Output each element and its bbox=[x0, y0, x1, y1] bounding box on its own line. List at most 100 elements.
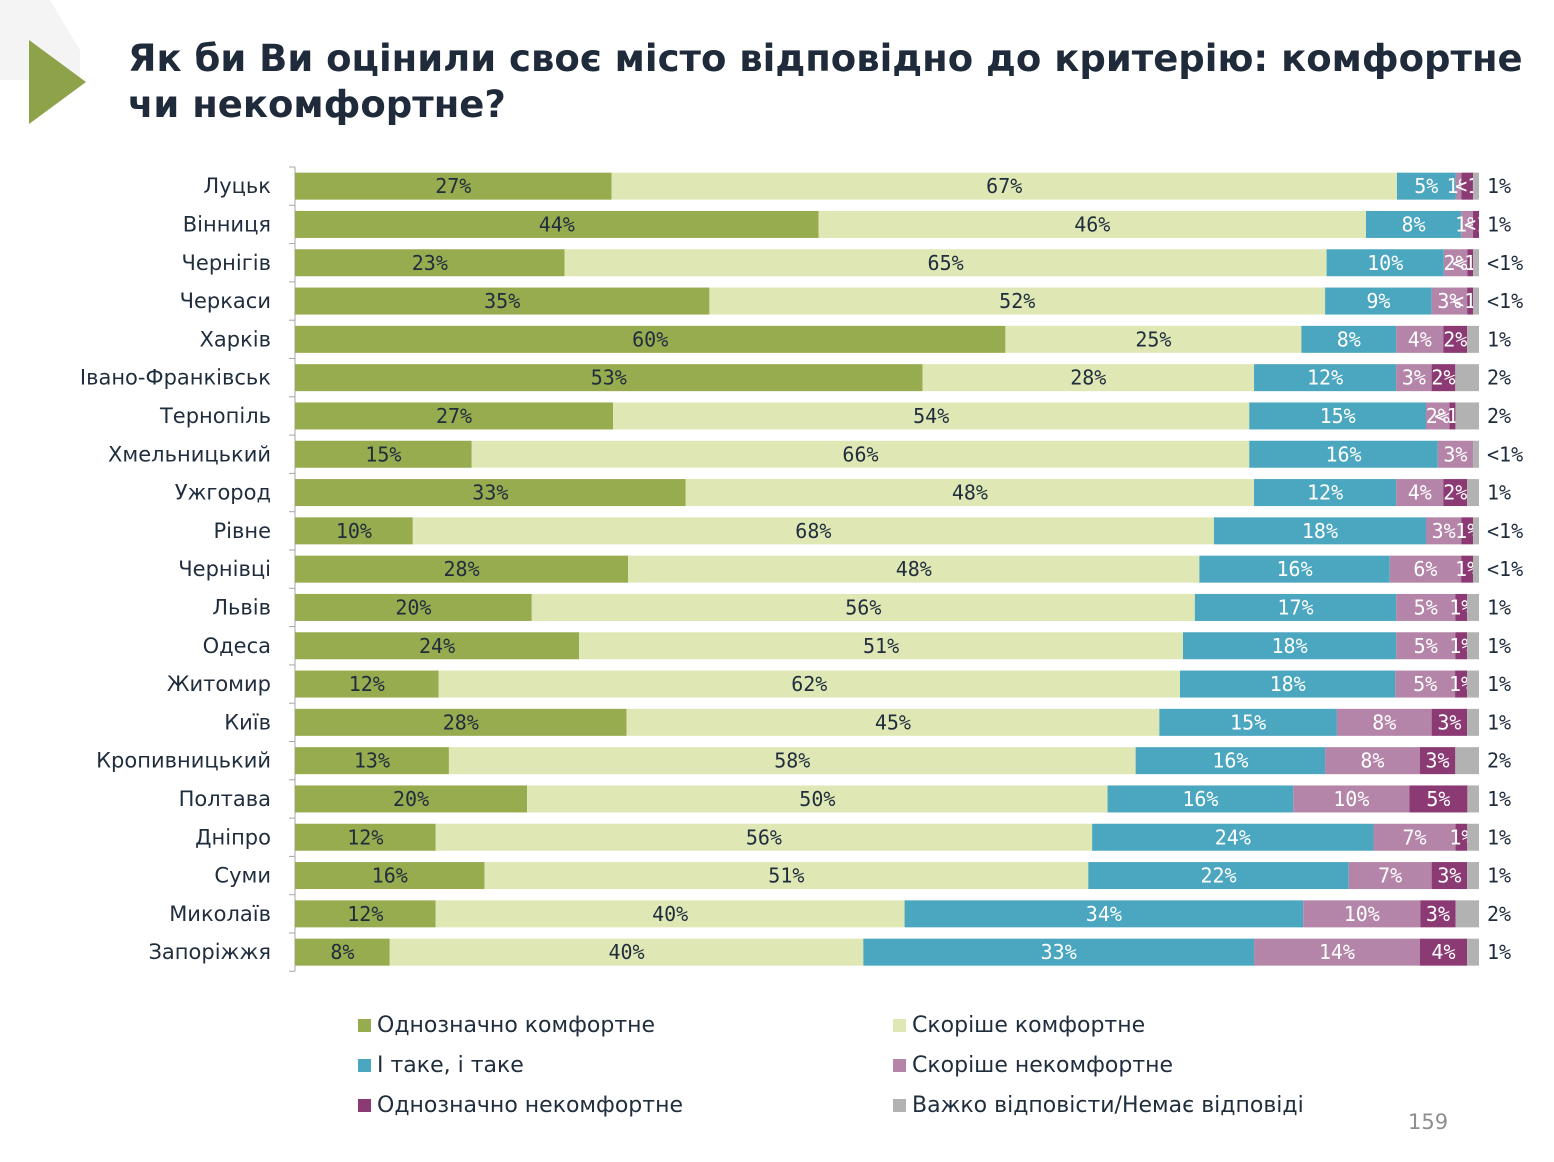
data-label: 33% bbox=[1041, 940, 1077, 964]
bar-segment bbox=[295, 823, 436, 851]
outside-data-label: 1% bbox=[1487, 174, 1511, 198]
category-label: Суми bbox=[214, 864, 271, 888]
data-label: 17% bbox=[1277, 595, 1313, 619]
data-label: 52% bbox=[999, 289, 1035, 313]
bar-segment bbox=[1455, 402, 1479, 430]
data-label: 10% bbox=[1333, 787, 1369, 811]
category-label: Миколаїв bbox=[169, 902, 271, 926]
category-label: Дніпро bbox=[195, 825, 271, 849]
bar-segment bbox=[1431, 364, 1456, 392]
title-arrow-decoration bbox=[0, 0, 86, 124]
bar-segment bbox=[1467, 708, 1479, 736]
bar-segment bbox=[611, 172, 1397, 200]
bar-segment bbox=[1461, 210, 1474, 238]
bar-segment bbox=[295, 287, 710, 315]
data-label: 5% bbox=[1414, 595, 1438, 619]
bar-segment bbox=[531, 593, 1195, 621]
bar-segment bbox=[295, 938, 390, 966]
data-label: 28% bbox=[1070, 366, 1106, 390]
legend-item: І таке, і таке bbox=[358, 1050, 893, 1080]
bar-segment bbox=[1303, 900, 1421, 928]
outside-data-label: <1% bbox=[1487, 519, 1523, 543]
bar-segment bbox=[1373, 823, 1456, 851]
legend-item: Однозначно комфортне bbox=[358, 1010, 893, 1040]
bar-segment bbox=[1180, 670, 1396, 698]
bar-segment bbox=[1455, 593, 1468, 621]
bar-segment bbox=[1461, 172, 1474, 200]
bar-segment bbox=[1467, 593, 1479, 621]
bar-segment bbox=[1467, 862, 1479, 890]
category-label: Чернігів bbox=[182, 251, 271, 275]
outside-data-label: 2% bbox=[1487, 404, 1511, 428]
bar-segment bbox=[1455, 632, 1468, 660]
category-label: Львів bbox=[212, 595, 271, 619]
bar-segment bbox=[709, 287, 1326, 315]
category-label: Чернівці bbox=[178, 557, 271, 581]
bar-segment bbox=[1183, 632, 1397, 660]
outside-data-label: 1% bbox=[1487, 864, 1511, 888]
data-label: 23% bbox=[412, 251, 448, 275]
bar-segment bbox=[1437, 440, 1474, 468]
bar-segment bbox=[1301, 325, 1397, 353]
bar-segment bbox=[1249, 402, 1426, 430]
bar-segment bbox=[1159, 708, 1337, 736]
category-label: Кропивницький bbox=[96, 749, 271, 773]
outside-data-label: 1% bbox=[1487, 672, 1511, 696]
data-label: 24% bbox=[419, 634, 455, 658]
bar-segment bbox=[1336, 708, 1432, 736]
bar-segment bbox=[1467, 325, 1479, 353]
data-label: 4% bbox=[1408, 327, 1432, 351]
data-label: 35% bbox=[484, 289, 520, 313]
legend-label: Однозначно некомфортне bbox=[377, 1092, 684, 1118]
outside-data-label: 1% bbox=[1487, 481, 1511, 505]
bar-segment bbox=[1449, 402, 1456, 430]
bar-segment bbox=[295, 517, 413, 545]
bar-segment bbox=[295, 785, 528, 813]
data-label: 60% bbox=[632, 327, 668, 351]
data-label: 25% bbox=[1135, 327, 1171, 351]
data-label: 8% bbox=[1360, 749, 1384, 773]
data-label: 3% bbox=[1432, 519, 1456, 543]
data-label: 16% bbox=[1182, 787, 1218, 811]
bar-segment bbox=[1473, 172, 1479, 200]
data-label: 16% bbox=[1276, 557, 1312, 581]
bar-segment bbox=[1443, 479, 1468, 507]
category-label: Ужгород bbox=[175, 481, 271, 505]
data-label: 3% bbox=[1426, 902, 1450, 926]
data-label: 46% bbox=[1074, 212, 1110, 236]
bar-segment bbox=[1455, 172, 1462, 200]
bar-segment bbox=[438, 670, 1181, 698]
legend-swatch bbox=[893, 1098, 906, 1112]
data-label: 48% bbox=[952, 481, 988, 505]
data-label: 8% bbox=[1402, 212, 1426, 236]
data-label: 2% bbox=[1426, 404, 1450, 428]
bar-segment bbox=[1199, 555, 1390, 583]
bar-segment bbox=[1396, 479, 1444, 507]
bar-segment bbox=[435, 900, 905, 928]
bar-segment bbox=[1389, 555, 1462, 583]
bar-segment bbox=[1325, 287, 1432, 315]
bar-segment bbox=[1467, 632, 1479, 660]
bar-segment bbox=[1396, 364, 1432, 392]
bar-segment bbox=[1473, 555, 1479, 583]
data-label: <1% bbox=[1452, 289, 1488, 313]
data-label: 20% bbox=[393, 787, 429, 811]
bar-segment bbox=[1467, 479, 1479, 507]
bar-segment bbox=[1473, 249, 1479, 277]
data-label: 18% bbox=[1270, 672, 1306, 696]
data-label: 40% bbox=[608, 940, 644, 964]
legend-label: Скоріше комфортне bbox=[912, 1012, 1146, 1038]
category-label: Хмельницький bbox=[108, 442, 271, 466]
bar-segment bbox=[1409, 785, 1468, 813]
bar-segment bbox=[922, 364, 1255, 392]
outside-data-label: 1% bbox=[1487, 940, 1511, 964]
bar-segment bbox=[1473, 440, 1479, 468]
category-label: Тернопіль bbox=[159, 404, 271, 428]
bar-segment bbox=[613, 402, 1250, 430]
data-label: 51% bbox=[863, 634, 899, 658]
data-label: 10% bbox=[1344, 902, 1380, 926]
bar-segment bbox=[1461, 517, 1474, 545]
bar-segment bbox=[1088, 862, 1349, 890]
outside-data-label: <1% bbox=[1487, 289, 1523, 313]
data-label: 13% bbox=[354, 749, 390, 773]
